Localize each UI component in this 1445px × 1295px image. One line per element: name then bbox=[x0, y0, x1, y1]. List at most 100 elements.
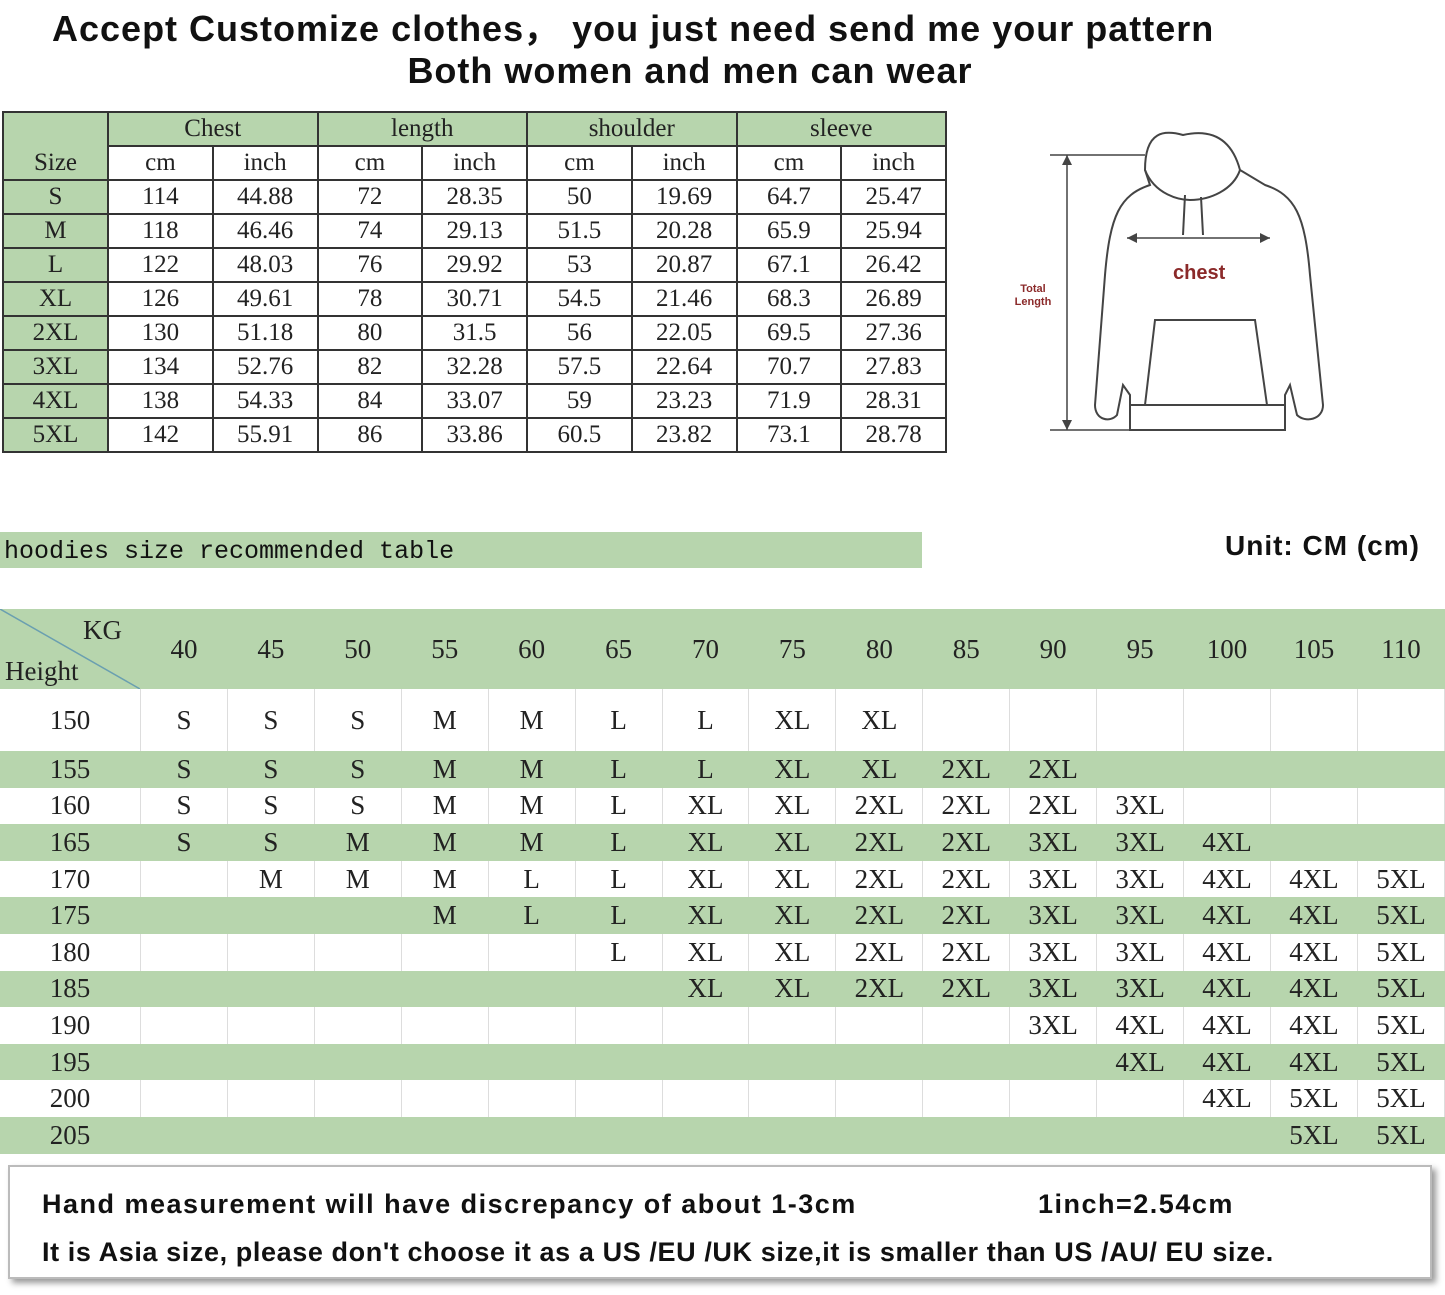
group-header: Chest bbox=[107, 111, 319, 147]
size-cell: 4XL bbox=[1270, 897, 1358, 934]
measure-cell: 30.71 bbox=[421, 281, 528, 317]
size-cell: L bbox=[575, 751, 663, 788]
size-row: 4XL 138 54.33 84 33.07 59 23.23 71.9 28.31 bbox=[2, 383, 947, 419]
size-row: L 122 48.03 76 29.92 53 20.87 67.1 26.42 bbox=[2, 247, 947, 283]
unit-header: cm bbox=[107, 145, 214, 181]
size-cell bbox=[835, 1007, 924, 1044]
size-cell bbox=[488, 1116, 576, 1154]
size-cell: XL bbox=[748, 897, 837, 934]
size-cell: M bbox=[488, 689, 576, 751]
weight-header: 110 bbox=[1357, 609, 1445, 689]
measure-cell: 130 bbox=[107, 315, 214, 351]
size-cell bbox=[227, 1043, 315, 1081]
size-cell: M bbox=[401, 824, 489, 861]
size-cell: 4XL bbox=[1183, 1043, 1271, 1081]
size-cell bbox=[401, 1116, 489, 1154]
hood-opening bbox=[1144, 169, 1241, 202]
size-cell: S bbox=[140, 751, 228, 788]
measure-cell: 59 bbox=[526, 383, 633, 419]
size-cell bbox=[140, 860, 228, 898]
size-cell bbox=[1270, 689, 1358, 751]
size-cell: 5XL bbox=[1357, 1007, 1445, 1044]
size-cell: 4XL bbox=[1270, 1007, 1358, 1044]
measure-cell: 142 bbox=[107, 417, 214, 453]
size-cell: S bbox=[140, 824, 228, 861]
drawstrings bbox=[1182, 194, 1204, 236]
blank-cell bbox=[2, 111, 109, 146]
size-cell: 2XL bbox=[922, 824, 1011, 861]
weight-header: 50 bbox=[314, 609, 402, 689]
size-cell bbox=[401, 1043, 489, 1081]
size-cell bbox=[401, 970, 489, 1008]
weight-header: 55 bbox=[401, 609, 489, 689]
header-line: Accept Customize clothes， you just need … bbox=[52, 8, 1215, 49]
size-cell: XL bbox=[748, 970, 837, 1008]
measure-cell: 67.1 bbox=[735, 247, 843, 283]
height-row: 175 M L L XL XL 2XL 2XL 3XL 3XL 4XL 4XL 5XL bbox=[0, 897, 1445, 934]
size-cell bbox=[401, 1080, 489, 1117]
size-header: Size bbox=[2, 146, 109, 181]
size-cell: 3XL bbox=[1096, 933, 1185, 971]
footer-conversion: 1inch=2.54cm bbox=[1038, 1189, 1234, 1219]
weight-header: 90 bbox=[1009, 609, 1098, 689]
size-cell: S bbox=[314, 787, 402, 825]
header-line: Both women and men can wear bbox=[407, 50, 973, 91]
measure-cell: 72 bbox=[316, 179, 424, 215]
measure-cell: 84 bbox=[316, 383, 424, 419]
height-cell: 160 bbox=[0, 787, 141, 825]
size-cell: 5XL bbox=[1270, 1080, 1358, 1117]
group-header: sleeve bbox=[735, 111, 947, 147]
size-cell: 3XL bbox=[1009, 970, 1098, 1008]
size-cell bbox=[140, 1007, 228, 1044]
size-cell: XL bbox=[748, 933, 837, 971]
weight-header: 70 bbox=[662, 609, 750, 689]
size-cell: 4XL bbox=[1096, 1043, 1185, 1081]
size-cell: 2XL bbox=[922, 860, 1011, 898]
size-cell bbox=[1009, 1043, 1098, 1081]
size-cell bbox=[922, 1116, 1011, 1154]
footer-warning: It is Asia size, please don't choose it … bbox=[42, 1237, 1274, 1267]
size-cell bbox=[1096, 1116, 1185, 1154]
size-cell: 2XL bbox=[1009, 787, 1098, 825]
measure-cell: 71.9 bbox=[735, 383, 843, 419]
height-cell: 150 bbox=[0, 689, 141, 751]
size-cell: 2XL bbox=[922, 751, 1011, 788]
height-row: 160 S S S M M L XL XL 2XL 2XL 2XL 3XL bbox=[0, 787, 1445, 825]
size-cell: 2XL bbox=[1009, 751, 1098, 788]
measure-cell: 19.69 bbox=[630, 179, 738, 215]
height-row: 205 5XL 5XL bbox=[0, 1116, 1445, 1154]
height-cell: 200 bbox=[0, 1080, 141, 1117]
measure-cell: 22.64 bbox=[630, 349, 738, 385]
unit-header: cm bbox=[735, 145, 843, 181]
size-cell: XL bbox=[835, 689, 924, 751]
size-cell bbox=[488, 933, 576, 971]
height-cell: 195 bbox=[0, 1043, 141, 1081]
weight-header: 40 bbox=[140, 609, 228, 689]
size-cell: S bbox=[2, 179, 109, 215]
size-cell bbox=[922, 1043, 1011, 1081]
size-cell: 3XL bbox=[1096, 970, 1185, 1008]
measure-cell: 23.23 bbox=[630, 383, 738, 419]
measure-cell: 69.5 bbox=[735, 315, 843, 351]
size-cell: 2XL bbox=[835, 824, 924, 861]
size-cell bbox=[1357, 824, 1445, 861]
size-cell: 4XL bbox=[1270, 1043, 1358, 1081]
size-cell: 2XL bbox=[922, 970, 1011, 1008]
size-cell bbox=[1357, 689, 1445, 751]
weight-header: 45 bbox=[227, 609, 315, 689]
size-cell bbox=[227, 970, 315, 1008]
recommend-table: KG Height 40 45 50 55 60 65 70 75 80 85 90 95 100 105 11… bbox=[0, 609, 1445, 1154]
size-cell bbox=[835, 1116, 924, 1154]
size-cell: L bbox=[575, 933, 663, 971]
size-cell: M bbox=[401, 860, 489, 898]
size-cell: XL bbox=[2, 281, 109, 317]
size-row: XL 126 49.61 78 30.71 54.5 21.46 68.3 26.89 bbox=[2, 281, 947, 317]
size-cell bbox=[314, 1116, 402, 1154]
size-cell bbox=[748, 1080, 837, 1117]
height-cell: 205 bbox=[0, 1116, 141, 1154]
size-cell bbox=[1009, 1080, 1098, 1117]
size-cell: XL bbox=[748, 689, 837, 751]
height-row: 200 4XL 5XL 5XL bbox=[0, 1080, 1445, 1117]
size-cell: L bbox=[575, 860, 663, 898]
